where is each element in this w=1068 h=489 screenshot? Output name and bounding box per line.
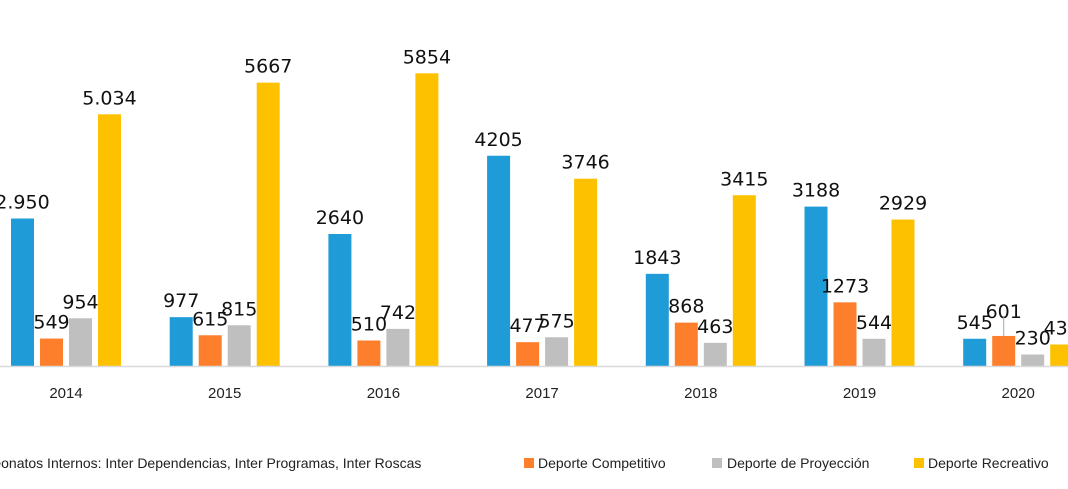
data-label-2014-series-2: 549 <box>33 312 69 334</box>
data-label-2015-series-4: 5667 <box>244 56 292 78</box>
bar-2014-series-2 <box>40 338 63 366</box>
legend-swatch-4 <box>914 458 924 468</box>
bar-2020-series-2 <box>992 335 1016 366</box>
data-label-2020-series-2: 601 <box>986 301 1022 323</box>
data-label-2018-series-1: 1843 <box>633 247 681 269</box>
bar-2016-series-4 <box>415 73 439 367</box>
bar-2016-series-2 <box>357 340 381 366</box>
data-label-2014-series-3: 954 <box>62 291 98 313</box>
bar-2015-series-3 <box>227 325 251 366</box>
bar-2016-series-3 <box>386 328 410 366</box>
data-label-2020-series-1: 545 <box>957 312 993 334</box>
data-label-2017-series-4: 3746 <box>561 152 609 174</box>
bar-2018-series-2 <box>674 322 698 366</box>
data-label-2019-series-4: 2929 <box>879 193 927 215</box>
bar-2020-series-3 <box>1021 354 1045 366</box>
data-label-2020-series-4: 430 <box>1044 318 1068 340</box>
x-tick-label-2015: 2015 <box>208 385 241 402</box>
bar-2019-series-4 <box>891 219 915 366</box>
legend-label-4: Deporte Recreativo <box>928 455 1049 471</box>
bar-2017-series-4 <box>574 178 598 366</box>
x-tick-label-2016: 2016 <box>367 385 400 402</box>
data-label-2016-series-3: 742 <box>380 302 416 324</box>
legend-swatch-3 <box>712 458 722 468</box>
bars-layer <box>11 73 1068 367</box>
data-label-2016-series-1: 2640 <box>316 207 364 229</box>
data-label-2016-series-2: 510 <box>351 314 387 336</box>
data-label-2019-series-3: 544 <box>856 312 892 334</box>
bar-2019-series-1 <box>804 206 828 366</box>
data-label-2018-series-3: 463 <box>697 316 733 338</box>
x-tick-label-2017: 2017 <box>525 385 558 402</box>
bar-2014-series-3 <box>69 318 92 366</box>
bar-2018-series-3 <box>703 342 727 366</box>
data-label-2019-series-1: 3188 <box>792 180 840 202</box>
data-label-2017-series-3: 575 <box>538 310 574 332</box>
x-tick-labels: 2014 2015 2016 2017 2018 2019 2020 <box>49 385 1035 402</box>
bar-2020-series-4 <box>1050 344 1068 366</box>
bar-2018-series-1 <box>645 273 669 366</box>
x-tick-label-2019: 2019 <box>843 385 876 402</box>
data-label-2017-series-1: 4205 <box>474 129 522 151</box>
bar-2017-series-3 <box>545 337 569 366</box>
bar-2014-series-4 <box>98 114 121 366</box>
legend-label-3: Deporte de Proyección <box>727 455 869 471</box>
data-label-2015-series-1: 977 <box>163 290 199 312</box>
data-label-2015-series-3: 815 <box>221 298 257 320</box>
bar-2015-series-2 <box>198 335 222 366</box>
bar-2017-series-1 <box>487 155 511 366</box>
bar-2014-series-1 <box>11 218 34 366</box>
bar-2015-series-1 <box>169 317 193 366</box>
bar-2015-series-4 <box>256 82 280 367</box>
bar-2019-series-3 <box>862 338 886 366</box>
data-label-2018-series-2: 868 <box>668 296 704 318</box>
bar-2018-series-4 <box>732 195 756 366</box>
x-tick-label-2018: 2018 <box>684 385 717 402</box>
data-label-2014-series-4: 5.034 <box>82 87 136 109</box>
data-label-2020-series-3: 230 <box>1015 328 1051 350</box>
data-label-2015-series-2: 615 <box>192 308 228 330</box>
legend-label-1: Campeonatos Internos: Inter Dependencias… <box>0 455 421 471</box>
x-tick-label-2014: 2014 <box>49 385 82 402</box>
data-label-2014-series-1: 2.950 <box>0 192 50 214</box>
legend-swatch-2 <box>524 458 534 468</box>
bar-2019-series-2 <box>833 302 857 366</box>
data-label-2016-series-4: 5854 <box>403 46 451 68</box>
legend: Campeonatos Internos: Inter Dependencias… <box>0 455 1049 471</box>
data-label-2019-series-2: 1273 <box>821 275 869 297</box>
x-tick-label-2020: 2020 <box>1002 385 1035 402</box>
data-label-2018-series-4: 3415 <box>720 168 768 190</box>
bar-2020-series-1 <box>963 338 987 366</box>
bar-2016-series-1 <box>328 234 352 366</box>
bar-2017-series-2 <box>516 342 540 366</box>
legend-label-2: Deporte Competitivo <box>538 455 666 471</box>
data-label-2017-series-2: 477 <box>509 315 545 337</box>
